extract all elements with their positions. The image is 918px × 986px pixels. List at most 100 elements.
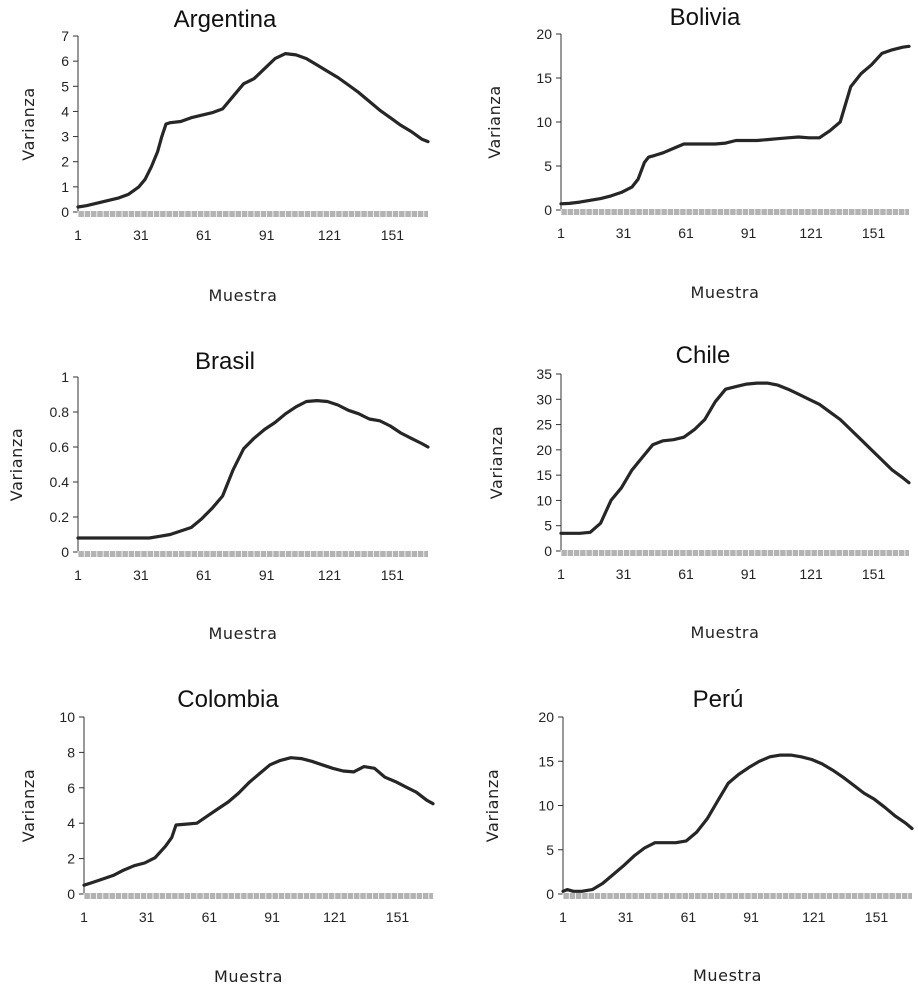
x-tick-label: 91 [264,909,280,925]
chart-peru: Perú 0 5 10 15 20 1 31 61 91 121 151 Muestra Varianza [483,686,914,985]
y-tick-label: 0 [544,202,552,218]
series-line [82,756,435,887]
y-axis-label: Varianza [19,769,38,842]
y-tick-label: 5 [544,518,552,534]
y-tick-label: 2 [61,154,69,170]
x-tick-label: 1 [80,909,88,925]
y-tick-label: 10 [536,492,552,508]
x-axis-minor-ticks [77,551,425,557]
x-tick-label: 121 [318,227,342,243]
y-tick-label: 0.4 [50,474,70,490]
y-axis-label: Varianza [7,428,26,501]
y-tick-label: 1 [61,179,69,195]
x-axis [563,893,912,899]
chart-title: Argentina [174,6,277,33]
y-tick-label: 0.6 [50,439,70,455]
x-tick-label: 31 [616,225,632,241]
y-tick-label: 5 [544,158,552,174]
y-tick-label: 10 [538,798,554,814]
x-tick-label: 151 [381,567,405,583]
chart-panel-chile: Chile 0 5 10 15 20 25 30 35 1 31 61 91 121 151 Muestra V… [460,340,918,660]
x-tick-label: 61 [678,225,694,241]
x-tick-label: 31 [618,909,634,925]
chart-panel-peru: Perú 0 5 10 15 20 1 31 61 91 121 151 Muestra Varianza [460,680,918,986]
y-tick-label: 1 [61,369,69,385]
y-axis-label: Varianza [19,87,38,160]
y-tick-label: 5 [61,78,69,94]
x-axis-label: Muestra [691,623,760,642]
x-axis [561,550,909,556]
y-tick-label: 25 [536,417,552,433]
y-tick-label: 0 [67,886,75,902]
chart-panel-bolivia: Bolivia 0 5 10 15 20 1 31 61 91 121 151 Muestra Varia… [460,0,918,315]
x-tick-label: 91 [259,227,275,243]
x-tick-label: 61 [681,909,697,925]
x-tick-label: 91 [743,909,759,925]
x-axis-label: Muestra [209,624,278,643]
x-tick-label: 151 [386,909,410,925]
series-line [561,753,914,893]
x-tick-label: 31 [616,566,632,582]
y-tick-label: 10 [59,709,75,725]
series-line [559,381,911,535]
x-tick-label: 61 [196,567,212,583]
chart-brasil: Brasil 0 0.2 0.4 0.6 0.8 1 1 31 61 91 121 151 Muestra… [7,348,430,643]
chart-title: Bolivia [670,4,741,31]
chart-title: Colombia [177,686,279,713]
series-line [559,44,911,206]
y-tick-label: 4 [67,815,75,831]
y-tick-label: 6 [61,53,69,69]
x-tick-label: 151 [862,566,886,582]
x-axis-label: Muestra [209,286,278,305]
x-tick-label: 121 [323,909,347,925]
y-axis-label: Varianza [483,769,502,842]
series-line [76,51,430,209]
x-axis [561,209,909,215]
x-tick-label: 151 [862,225,886,241]
x-axis-label: Muestra [691,283,760,302]
y-tick-label: 7 [61,28,69,44]
y-tick-label: 35 [536,366,552,382]
y-tick-label: 15 [538,753,554,769]
x-tick-label: 151 [381,227,405,243]
x-axis-minor-ticks [77,211,425,217]
x-axis-minor-ticks [83,893,430,899]
y-axis-label: Varianza [485,85,504,158]
x-tick-label: 1 [557,225,565,241]
x-axis [84,893,433,899]
x-tick-label: 91 [741,225,757,241]
x-tick-label: 61 [678,566,694,582]
y-tick-label: 0.2 [50,509,70,525]
x-axis-minor-ticks [560,209,906,215]
chart-bolivia: Bolivia 0 5 10 15 20 1 31 61 91 121 151 Muestra Varia… [485,4,911,302]
y-tick-label: 15 [536,70,552,86]
x-tick-label: 31 [139,909,155,925]
x-axis-label: Muestra [214,967,283,986]
x-axis [78,551,428,557]
x-tick-label: 31 [133,227,149,243]
y-tick-label: 0 [546,886,554,902]
y-tick-label: 30 [536,391,552,407]
chart-panel-brasil: Brasil 0 0.2 0.4 0.6 0.8 1 1 31 61 91 121 151 Muestra… [0,340,440,660]
y-tick-label: 6 [67,780,75,796]
y-tick-label: 10 [536,114,552,130]
x-axis-minor-ticks [562,893,909,899]
x-tick-label: 121 [799,225,823,241]
y-tick-label: 0.8 [50,404,70,420]
x-tick-label: 31 [133,567,149,583]
chart-title: Chile [676,342,731,369]
x-tick-label: 91 [259,567,275,583]
x-tick-label: 1 [74,567,82,583]
x-tick-label: 1 [557,566,565,582]
series-line [76,398,430,540]
x-tick-label: 121 [799,566,823,582]
y-tick-label: 3 [61,129,69,145]
y-axis-label: Varianza [487,426,506,499]
chart-chile: Chile 0 5 10 15 20 25 30 35 1 31 61 91 121 151 Muestra V… [487,342,911,642]
chart-title: Perú [693,686,744,713]
x-axis [78,211,428,217]
x-tick-label: 121 [802,909,826,925]
x-tick-label: 151 [865,909,889,925]
